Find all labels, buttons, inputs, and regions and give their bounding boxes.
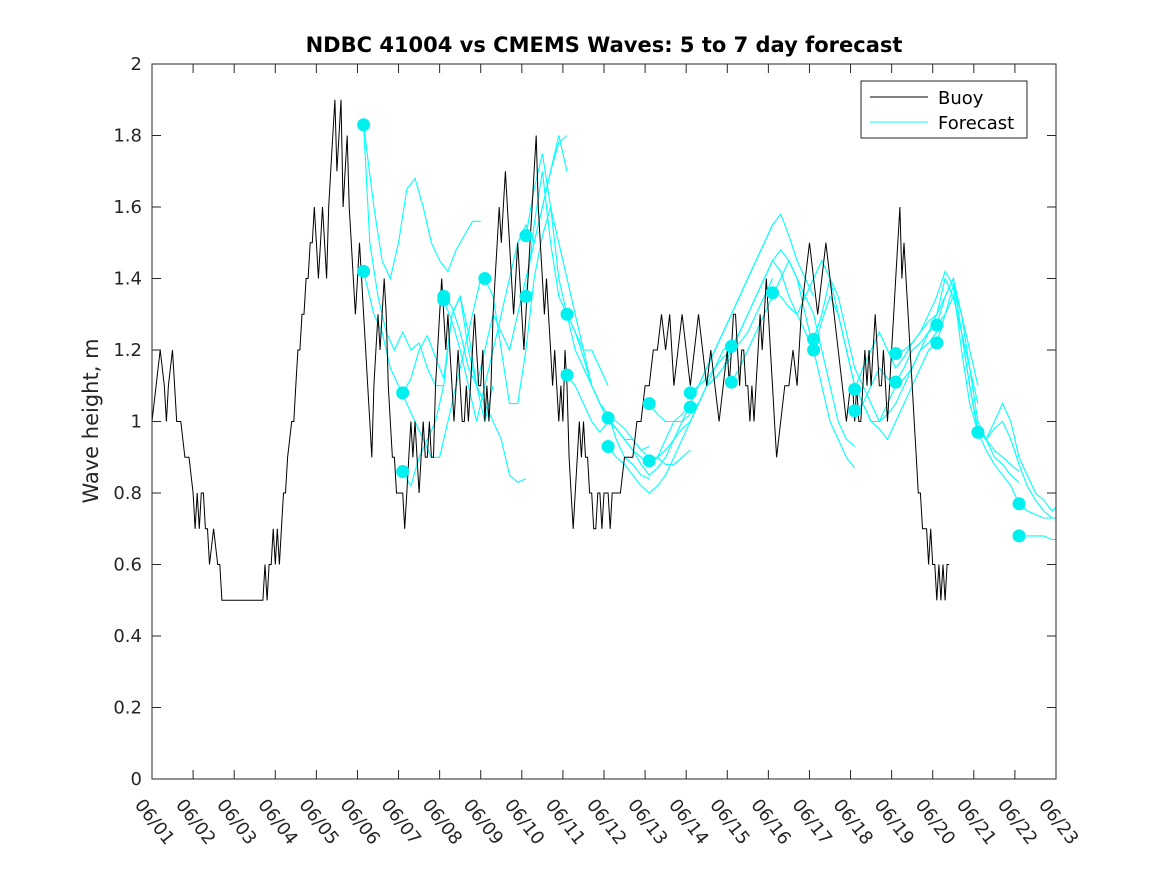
forecast-start-marker: [357, 118, 371, 132]
forecast-start-marker: [560, 307, 574, 321]
buoy-line: [151, 99, 950, 601]
forecast-run-line: [443, 135, 568, 422]
forecast-start-marker: [642, 397, 656, 411]
forecast-lines: [363, 124, 1057, 541]
y-tick-label: 1.8: [113, 126, 142, 147]
forecast-start-marker: [724, 339, 738, 353]
forecast-start-marker: [601, 411, 615, 425]
forecast-start-marker: [889, 375, 903, 389]
y-axis-label: Wave height, m: [79, 338, 103, 503]
forecast-start-marker: [889, 347, 903, 361]
forecast-run-line: [936, 276, 1057, 512]
forecast-start-marker: [930, 336, 944, 350]
legend-box: [860, 80, 1028, 139]
forecast-start-marker: [683, 400, 697, 414]
forecast-start-marker: [560, 368, 574, 382]
y-tick-label: 0: [131, 769, 142, 790]
y-axis: 0 0.2 0.4 0.6 0.8 1 1.2 1.4 1.6 1.8 2: [113, 54, 1056, 790]
forecast-start-marker: [519, 289, 533, 303]
forecast-start-marker: [396, 465, 410, 479]
forecast-run-line: [363, 124, 481, 281]
y-tick-label: 1: [131, 412, 142, 433]
forecast-start-marker: [519, 229, 533, 243]
forecast-run-line: [525, 171, 650, 480]
forecast-markers: [357, 118, 1026, 543]
forecast-start-marker: [724, 375, 738, 389]
forecast-start-marker: [396, 386, 410, 400]
forecast-run-line: [484, 206, 609, 405]
forecast-start-marker: [642, 454, 656, 468]
forecast-start-marker: [357, 264, 371, 278]
forecast-run-line: [936, 285, 1056, 519]
forecast-run-line: [607, 342, 732, 476]
forecast-start-marker: [807, 343, 821, 357]
forecast-start-marker: [930, 318, 944, 332]
forecast-run-line: [1019, 535, 1056, 541]
legend-buoy-label: Buoy: [938, 88, 984, 109]
chart-title: NDBC 41004 vs CMEMS Waves: 5 to 7 day fo…: [306, 33, 903, 57]
forecast-start-marker: [971, 425, 985, 439]
y-tick-label: 1.6: [113, 197, 142, 218]
forecast-run-line: [895, 276, 1020, 473]
forecast-run-line: [772, 259, 897, 423]
forecast-start-marker: [478, 272, 492, 285]
forecast-run-line: [566, 314, 691, 465]
forecast-start-marker: [683, 386, 697, 400]
forecast-run-line: [525, 153, 650, 451]
forecast-start-marker: [848, 382, 862, 396]
forecast-start-marker: [807, 332, 821, 346]
forecast-start-marker: [765, 286, 779, 300]
forecast-start-marker: [1012, 497, 1026, 511]
forecast-start-marker: [1012, 529, 1026, 543]
forecast-run-line: [648, 278, 774, 462]
legend-forecast-label: Forecast: [938, 113, 1014, 134]
forecast-run-line: [730, 259, 856, 469]
forecast-run-line: [402, 294, 527, 488]
forecast-run-line: [363, 124, 444, 387]
y-tick-label: 0.8: [113, 483, 142, 504]
y-tick-label: 0.4: [113, 626, 142, 647]
forecast-start-marker: [437, 293, 451, 307]
buoy-series-line: [151, 99, 950, 601]
forecast-start-marker: [848, 404, 862, 418]
y-tick-label: 1.4: [113, 269, 142, 290]
forecast-start-marker: [601, 440, 615, 454]
forecast-run-line: [813, 294, 938, 441]
forecast-run-line: [363, 271, 482, 458]
y-tick-label: 1.2: [113, 340, 142, 361]
y-tick-label: 0.6: [113, 555, 142, 576]
y-tick-label: 2: [131, 54, 142, 75]
y-tick-label: 0.2: [113, 698, 142, 719]
forecast-run-line: [689, 212, 815, 394]
legend: Buoy Forecast: [860, 80, 1028, 139]
